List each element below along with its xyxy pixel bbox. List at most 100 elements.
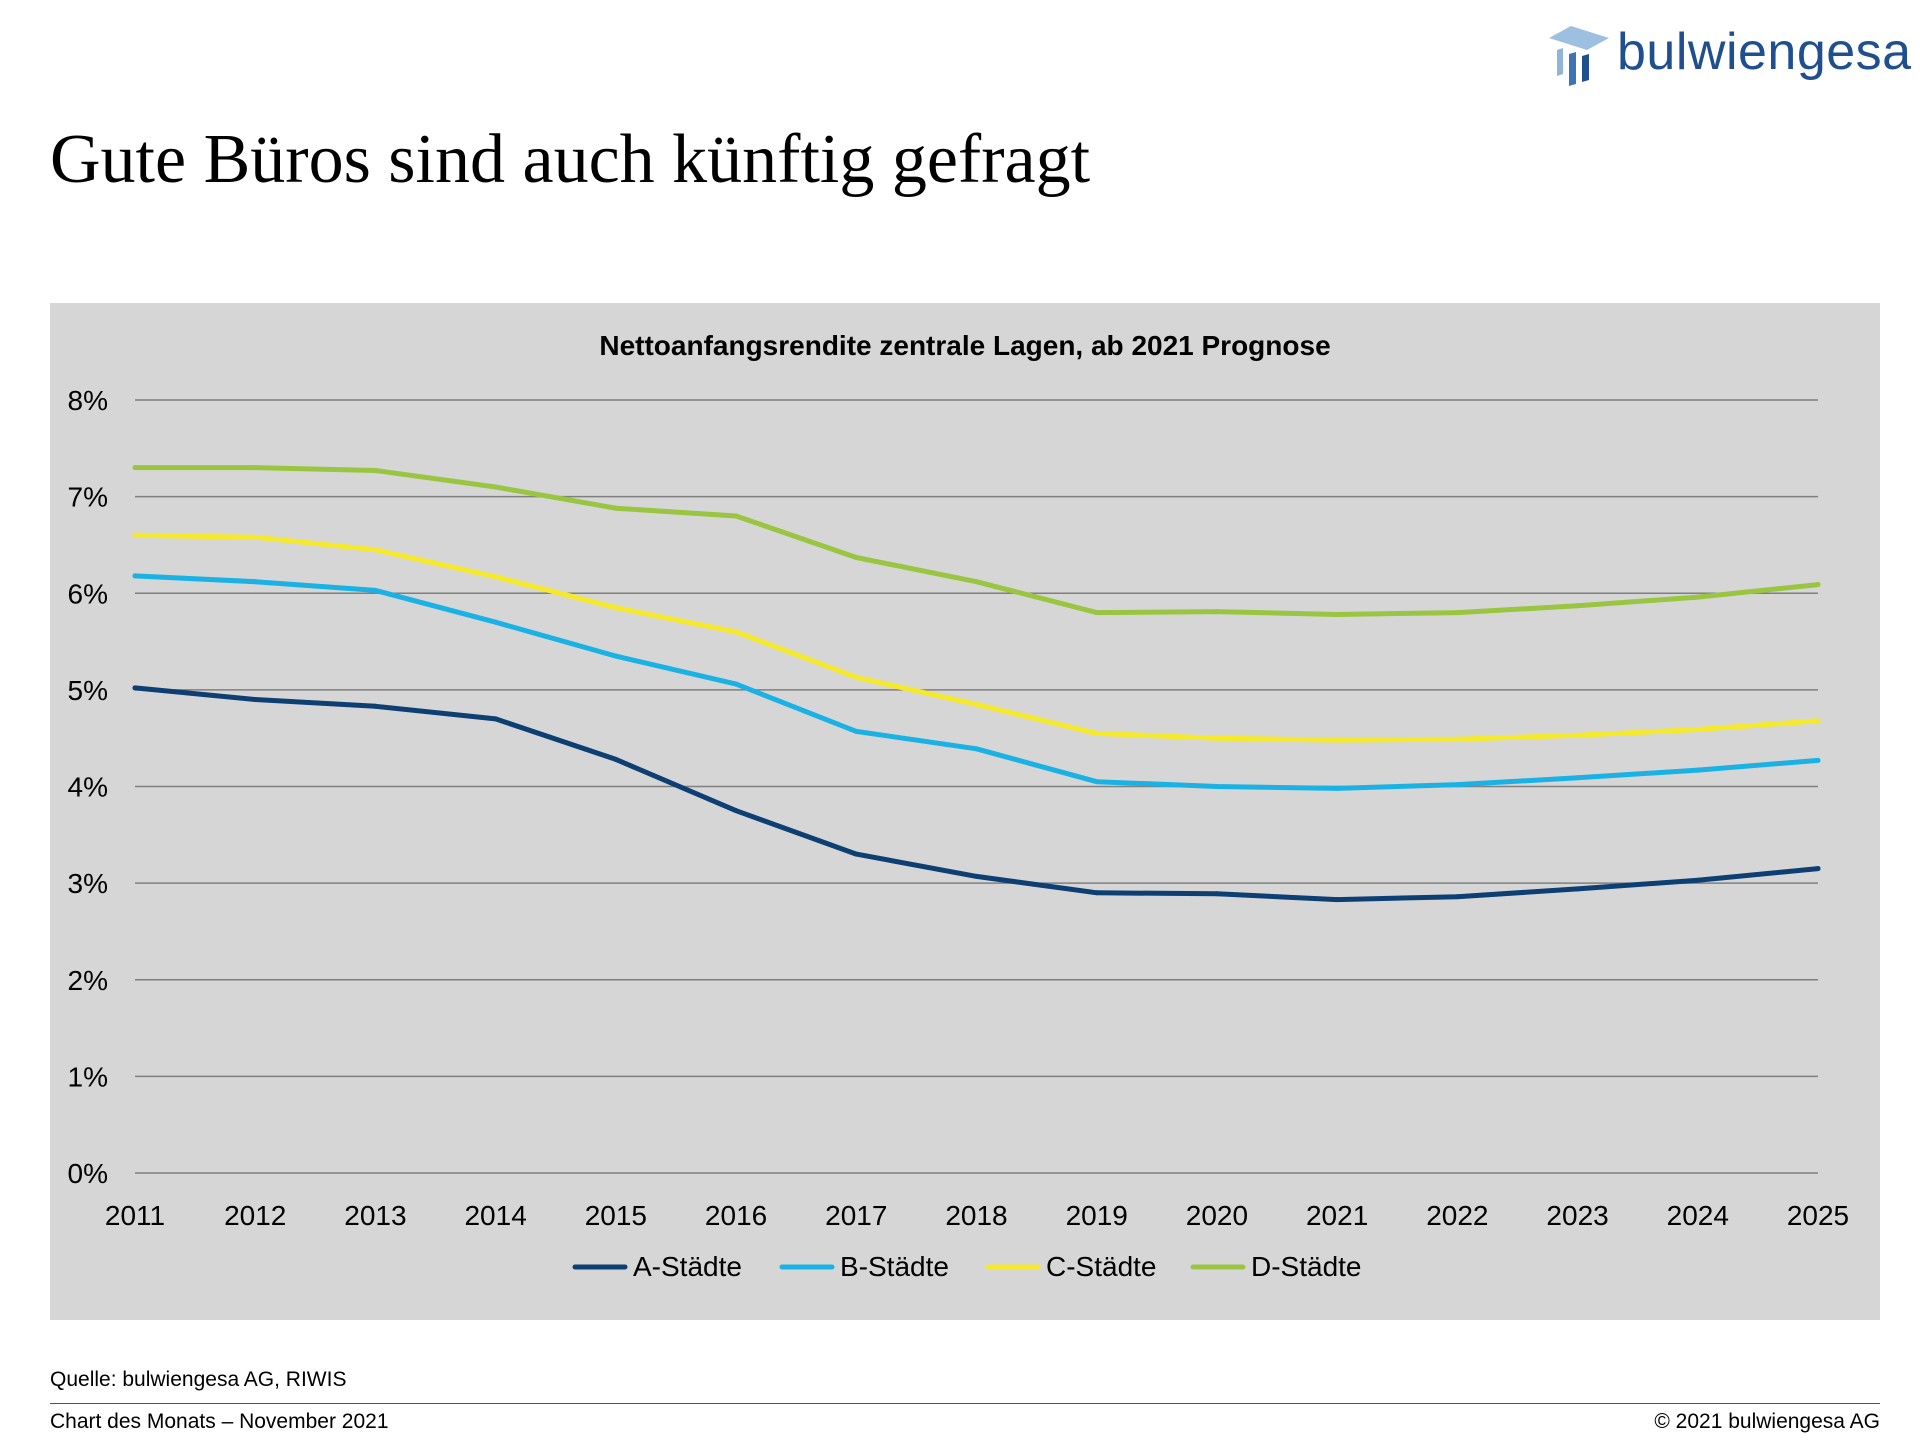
data-point-2-2012 — [252, 579, 258, 585]
data-point-3-2021 — [1334, 737, 1340, 743]
data-point-1-2020 — [1214, 891, 1220, 897]
data-point-1-2016 — [733, 808, 739, 814]
series-line-1 — [132, 685, 1821, 903]
data-point-4-2022 — [1454, 610, 1460, 616]
data-point-4-2025 — [1815, 582, 1821, 588]
data-point-4-2021 — [1334, 612, 1340, 618]
data-point-2-2021 — [1334, 785, 1340, 791]
y-tick-label-6: 6% — [68, 578, 108, 609]
data-point-2-2017 — [853, 728, 859, 734]
logo-mark-bar-2 — [1569, 52, 1576, 86]
x-tick-label-2024: 2024 — [1667, 1200, 1729, 1231]
data-point-2-2015 — [613, 653, 619, 659]
logo-mark-bar-3 — [1582, 54, 1589, 82]
x-tick-label-2013: 2013 — [344, 1200, 406, 1231]
data-point-4-2015 — [613, 505, 619, 511]
data-point-3-2016 — [733, 629, 739, 635]
data-point-3-2024 — [1695, 726, 1701, 732]
chart-title: Nettoanfangsrendite zentrale Lagen, ab 2… — [599, 330, 1330, 361]
data-point-3-2014 — [493, 574, 499, 580]
data-point-3-2018 — [974, 701, 979, 707]
data-point-4-2019 — [1094, 610, 1100, 616]
data-point-4-2012 — [252, 465, 258, 471]
x-tick-label-2017: 2017 — [825, 1200, 887, 1231]
data-point-1-2012 — [252, 697, 258, 703]
y-tick-label-4: 4% — [68, 772, 108, 803]
data-point-2-2022 — [1454, 782, 1460, 788]
series-lines — [132, 465, 1821, 903]
y-axis-ticks: 0% 1% 2% 3% 4% 5% 6% 7% 8% — [68, 385, 108, 1189]
x-axis-ticks: 2011 2012 2013 2014 2015 2016 2017 2018 2019 2020… — [105, 1200, 1849, 1231]
data-point-2-2025 — [1815, 757, 1821, 763]
data-point-1-2024 — [1695, 877, 1701, 883]
data-point-4-2014 — [493, 484, 499, 490]
y-tick-label-7: 7% — [68, 482, 108, 513]
data-point-4-2018 — [974, 579, 979, 585]
data-point-3-2023 — [1575, 732, 1581, 738]
x-tick-label-2023: 2023 — [1546, 1200, 1608, 1231]
data-point-2-2011 — [132, 573, 138, 579]
data-point-1-2021 — [1334, 897, 1340, 903]
y-tick-label-0: 0% — [68, 1158, 108, 1189]
data-point-1-2018 — [974, 873, 979, 879]
data-point-1-2011 — [132, 685, 138, 691]
chart-panel: Nettoanfangsrendite zentrale Lagen, ab 2… — [50, 303, 1880, 1320]
data-point-2-2018 — [974, 746, 979, 752]
x-tick-label-2020: 2020 — [1186, 1200, 1248, 1231]
y-tick-label-3: 3% — [68, 868, 108, 899]
gridlines — [135, 399, 1818, 1174]
data-point-4-2016 — [733, 513, 739, 519]
data-point-2-2013 — [372, 587, 378, 593]
x-tick-label-2021: 2021 — [1306, 1200, 1368, 1231]
data-point-3-2025 — [1815, 718, 1821, 724]
data-point-4-2013 — [372, 468, 378, 474]
x-tick-label-2014: 2014 — [464, 1200, 526, 1231]
y-tick-label-8: 8% — [68, 385, 108, 416]
logo-wordmark: bulwiengesa — [1617, 23, 1912, 81]
legend-label-2: B-Städte — [840, 1251, 949, 1282]
footer-copyright: © 2021 bulwiengesa AG — [1654, 1410, 1880, 1433]
data-point-4-2024 — [1695, 594, 1701, 600]
data-point-4-2011 — [132, 465, 138, 471]
x-tick-label-2018: 2018 — [945, 1200, 1007, 1231]
data-point-1-2023 — [1575, 886, 1581, 892]
data-point-3-2015 — [613, 605, 619, 611]
legend-label-1: A-Städte — [633, 1251, 742, 1282]
logo-mark-bar-1 — [1557, 48, 1563, 76]
legend-label-3: C-Städte — [1046, 1251, 1157, 1282]
footer-divider — [50, 1403, 1880, 1404]
data-point-4-2020 — [1214, 609, 1220, 615]
footer-edition: Chart des Monats – November 2021 — [50, 1410, 389, 1433]
y-tick-label-1: 1% — [68, 1061, 108, 1092]
page-title: Gute Büros sind auch künftig gefragt — [50, 121, 1091, 198]
source-note: Quelle: bulwiengesa AG, RIWIS — [50, 1368, 347, 1391]
data-point-2-2014 — [493, 619, 499, 625]
y-tick-label-5: 5% — [68, 675, 108, 706]
legend: A-Städte B-Städte C-Städte D-Städte — [572, 1251, 1362, 1282]
bulwiengesa-logo-icon — [1549, 26, 1609, 86]
x-tick-label-2022: 2022 — [1426, 1200, 1488, 1231]
legend-label-4: D-Städte — [1251, 1251, 1362, 1282]
x-tick-label-2015: 2015 — [585, 1200, 647, 1231]
data-point-3-2019 — [1094, 730, 1100, 736]
data-point-4-2017 — [853, 554, 859, 560]
data-point-3-2017 — [853, 674, 859, 680]
x-tick-label-2012: 2012 — [224, 1200, 286, 1231]
data-point-1-2015 — [613, 756, 619, 762]
data-point-3-2013 — [372, 547, 378, 553]
data-point-3-2011 — [132, 532, 138, 538]
line-chart: Nettoanfangsrendite zentrale Lagen, ab 2… — [68, 330, 1850, 1282]
x-tick-label-2016: 2016 — [705, 1200, 767, 1231]
y-tick-label-2: 2% — [68, 965, 108, 996]
data-point-2-2024 — [1695, 767, 1701, 773]
data-point-2-2016 — [733, 681, 739, 687]
data-point-1-2014 — [493, 716, 499, 722]
data-point-2-2020 — [1214, 784, 1220, 789]
data-point-1-2013 — [372, 703, 378, 709]
data-point-3-2020 — [1214, 735, 1220, 741]
x-tick-label-2019: 2019 — [1066, 1200, 1128, 1231]
data-point-3-2022 — [1454, 736, 1460, 742]
brand-logo: bulwiengesa — [1545, 20, 1911, 90]
logo-mark-light — [1549, 26, 1609, 50]
data-point-2-2019 — [1094, 779, 1100, 785]
